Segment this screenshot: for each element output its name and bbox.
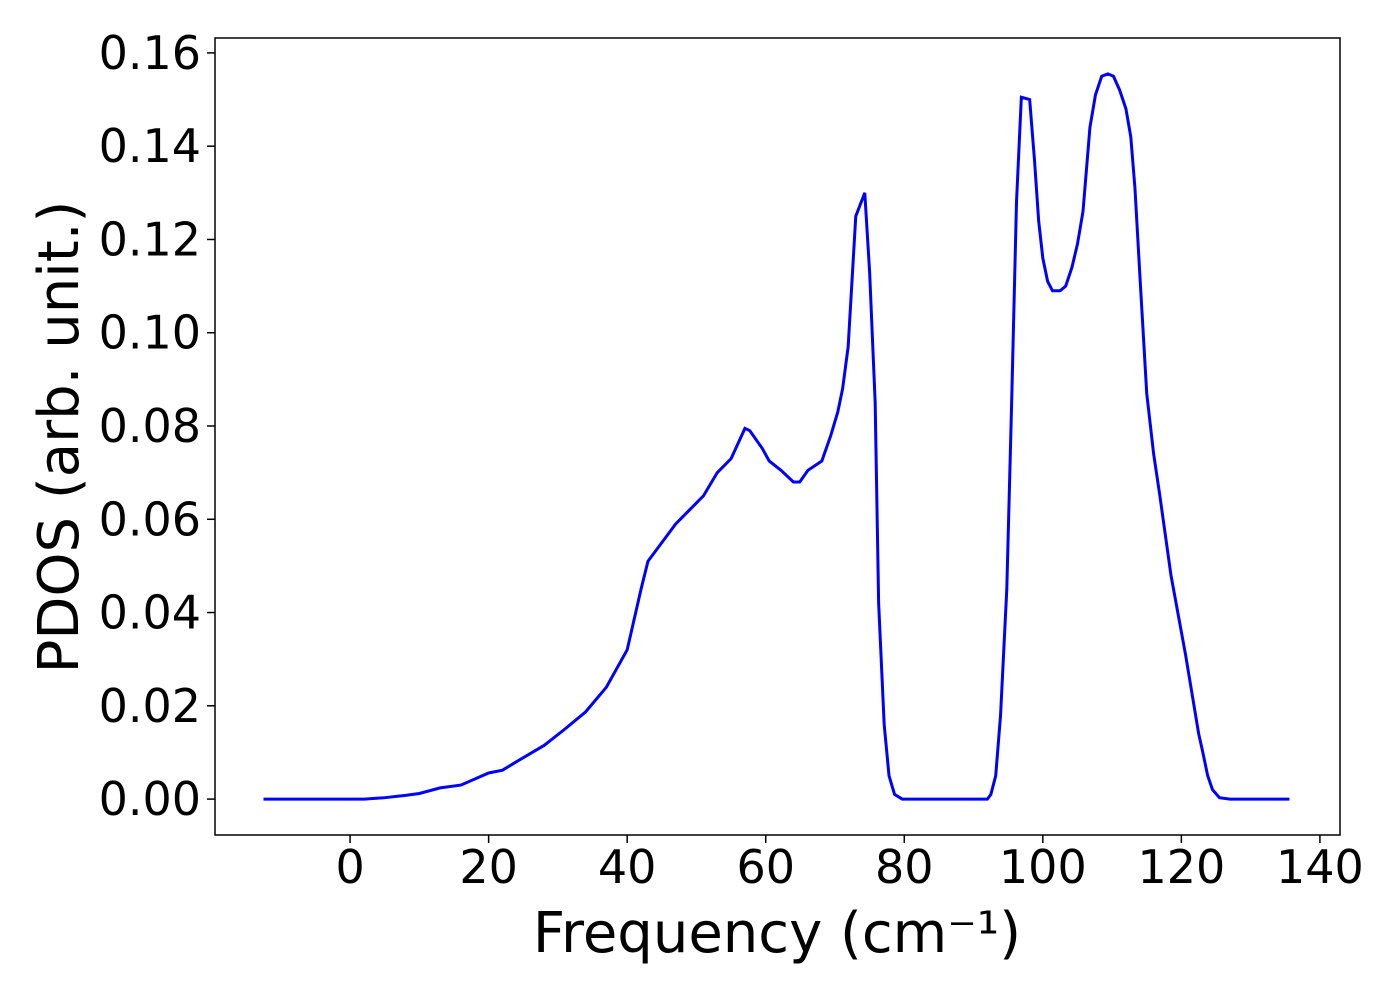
y-axis-label: PDOS (arb. unit.) [27,201,92,674]
y-tick-label: 0.16 [99,26,201,80]
y-tick-label: 0.06 [99,492,201,546]
y-tick-label: 0.14 [99,119,201,173]
x-tick-label: 100 [999,840,1087,894]
y-tick-label: 0.04 [99,586,201,640]
data-line [263,72,1290,801]
x-tick-label: 80 [875,840,934,894]
y-tick-label: 0.12 [99,212,201,266]
y-tick-label: 0.02 [99,679,201,733]
x-tick-label: 60 [736,840,795,894]
y-tick-label: 0.00 [99,772,201,826]
x-tick-label: 120 [1137,840,1225,894]
y-tick-label: 0.08 [99,399,201,453]
plot-frame [214,37,1341,836]
x-tick-label: 40 [598,840,657,894]
x-tick-label: 20 [459,840,518,894]
x-axis-label: Frequency (cm⁻¹) [533,901,1021,966]
y-tick-label: 0.10 [99,306,201,360]
x-tick-label: 0 [335,840,364,894]
x-tick-label: 140 [1276,840,1364,894]
